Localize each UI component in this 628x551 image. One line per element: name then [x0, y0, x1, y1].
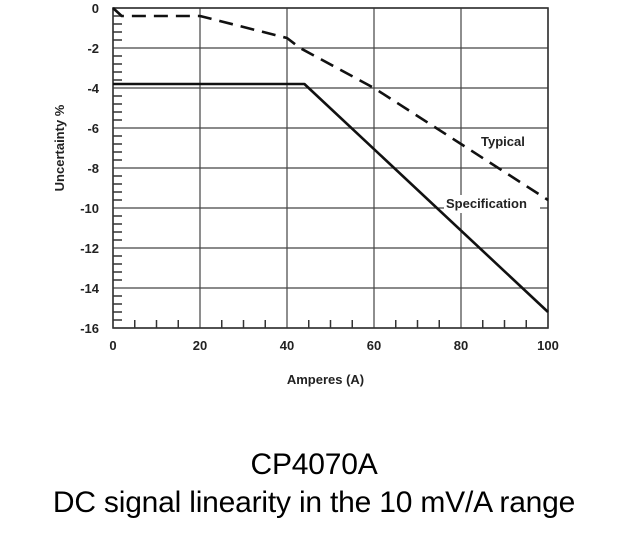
series-label-backdrop [444, 195, 540, 213]
y-tick-label: -14 [80, 281, 100, 296]
series-lines [112, 7, 549, 313]
series-line-specification [113, 82, 549, 313]
x-tick-label: 20 [193, 338, 207, 353]
y-tick-label: -6 [87, 121, 99, 136]
y-tick-label: 0 [92, 1, 99, 16]
y-tick-label: -4 [87, 81, 99, 96]
series-label-typical: Typical [481, 134, 525, 149]
series-labels: Typical Specification [444, 134, 540, 213]
y-axis-title: Uncertainty % [52, 104, 67, 191]
x-tick-label: 100 [537, 338, 559, 353]
chart-grid [112, 7, 549, 329]
y-tick-label: -2 [87, 41, 99, 56]
x-tick-label: 80 [454, 338, 468, 353]
x-tick-label: 40 [280, 338, 294, 353]
y-tick-label: -16 [80, 321, 99, 336]
linearity-chart: 0 -2 -4 -6 -8 -10 -12 -14 -16 0 20 40 60 80 100 Typic… [52, 1, 559, 387]
y-tick-label: -12 [80, 241, 99, 256]
caption-title: CP4070A [250, 448, 378, 481]
x-tick-label: 60 [367, 338, 381, 353]
minor-ticks [113, 15, 527, 328]
series-label-specification: Specification [446, 196, 527, 211]
y-tick-labels: 0 -2 -4 -6 -8 -10 -12 -14 -16 [80, 1, 100, 336]
plot-frame [112, 7, 549, 329]
series-line-typical [112, 7, 549, 202]
y-tick-label: -8 [87, 161, 99, 176]
x-axis-title: Amperes (A) [287, 372, 364, 387]
caption-subtitle: DC signal linearity in the 10 mV/A range [52, 486, 576, 519]
x-tick-labels: 0 20 40 60 80 100 [109, 338, 558, 353]
y-tick-label: -10 [80, 201, 99, 216]
x-tick-label: 0 [109, 338, 116, 353]
